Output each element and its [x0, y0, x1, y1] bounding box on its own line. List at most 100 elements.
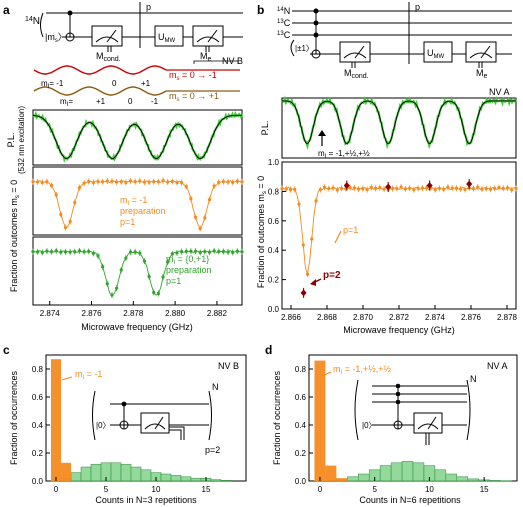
ms-brown-label: ms = 0 → +1 [169, 91, 219, 103]
a-xtick-label: 2.880 [165, 309, 186, 318]
c-ytick-label: 0.2 [32, 449, 44, 458]
b-p2-point [300, 289, 307, 297]
d-ytick-label: 0.4 [295, 421, 307, 430]
panel-label-d: d [265, 343, 272, 357]
c-green-bar [170, 475, 182, 482]
c-green-bar [140, 469, 152, 482]
d-ylabel: Fraction of occurrences [272, 370, 282, 465]
a-or-point [45, 180, 49, 184]
b-p1-label: p=1 [343, 225, 358, 235]
a-gr-point [156, 291, 160, 296]
circuit-b-mcond: Mcond. [344, 68, 369, 80]
b-fr-point [488, 187, 493, 191]
b-xtick-label: 2.868 [317, 313, 338, 322]
plot-d-axes: 0 5 10 15 0.0 0.2 0.4 0.6 0.8 [295, 365, 489, 494]
plot-a-green-frame [32, 236, 243, 306]
d-green-bar [467, 478, 479, 482]
a-gr-point [152, 290, 156, 295]
a-gr-point [166, 260, 170, 264]
level-bottom-plus1: +1 [96, 97, 106, 106]
d-green-bar [379, 465, 392, 482]
b-fr-point [318, 188, 322, 192]
c-orange-bar [51, 359, 61, 481]
b-fr-point [501, 186, 505, 191]
a-frac-ylabel: Fraction of outcomes ms = 0 [9, 180, 21, 292]
svg-text:|0〉: |0〉 [362, 421, 377, 430]
a-or-point [73, 200, 77, 205]
panel-label-c: c [3, 343, 10, 357]
a-gr-point [221, 249, 226, 254]
b-fr-point [314, 199, 318, 203]
svg-text:p=1: p=1 [120, 217, 135, 227]
a-or-point [68, 219, 72, 224]
b-fr-point [327, 186, 331, 191]
b-fr-point [331, 186, 335, 190]
a-or-point [40, 180, 44, 185]
svg-text:preparation: preparation [166, 265, 212, 275]
a-xtick-label: 2.878 [123, 309, 144, 318]
umw-label-a: UMW [158, 32, 175, 44]
a-pl-ylabel2: (532 nm excitation) [17, 106, 26, 174]
c-orange-label: mI = -1 [75, 369, 102, 381]
b-fr-point [348, 185, 352, 190]
b-xtick-label: 2.872 [389, 313, 410, 322]
a-gr-point [175, 251, 179, 255]
a-gr-point [180, 250, 184, 254]
b-p2-point [343, 182, 350, 190]
a-or-point [170, 179, 174, 184]
a-or-point [87, 179, 91, 184]
b-xtick-label: 2.876 [461, 313, 482, 322]
a-gr-point [110, 293, 114, 297]
b-xlabel: Microwave frequency (GHz) [343, 325, 455, 335]
a-or-point [115, 180, 119, 184]
plot-b-frac-frame [281, 161, 517, 310]
c-green-bar [90, 463, 102, 482]
level-top-ml: mI= -1 [41, 79, 64, 90]
d-green-bar [412, 462, 425, 482]
b-fr-point [480, 187, 484, 191]
a-or-point [49, 183, 54, 188]
a-or-point [101, 180, 105, 184]
a-gr-point [128, 250, 133, 254]
c-xtick-label: 0 [54, 485, 59, 494]
plot-a-xticks: 2.874 2.876 2.878 2.880 2.882 [40, 301, 227, 318]
b-fr-point [352, 186, 356, 190]
b-fr-point [497, 185, 501, 190]
b-fr-point [322, 185, 327, 189]
c-ylabel: Fraction of occurrences [9, 370, 19, 465]
a-gr-point [91, 251, 95, 255]
b-pl-annotation: mI = -1,+½,+½ [318, 130, 370, 160]
a-or-point [193, 215, 198, 219]
red-level-wave [33, 65, 167, 75]
level-top-0: 0 [112, 79, 117, 88]
a-or-point [231, 180, 235, 184]
circuit-b: 14N 13C 13C |±1〉 Mcond. p UMW Me [277, 2, 512, 80]
svg-text:mI = -1,+½,+½: mI = -1,+½,+½ [318, 149, 370, 160]
a-or-point [175, 181, 179, 185]
a-gr-point [68, 250, 72, 254]
a-xtick-label: 2.876 [82, 309, 103, 318]
circuit-b-c13a: 13C [277, 18, 291, 28]
a-or-point [91, 181, 95, 185]
a-gr-point [82, 250, 86, 254]
circuit-a-n14-label: 14N [25, 16, 40, 27]
svg-text:preparation: preparation [120, 206, 166, 216]
b-fr-point [437, 186, 442, 191]
a-or-point [156, 180, 160, 184]
b-fr-point [412, 188, 416, 192]
b-ytick-label: 0.2 [268, 276, 280, 285]
a-gr-point [119, 268, 123, 272]
b-p2-label: p=2 [323, 270, 341, 281]
d-xlabel: Counts in N=6 repetitions [359, 495, 461, 505]
a-green-annotation: mI = {0,+1} preparation p=1 [166, 254, 212, 286]
a-gr-point [147, 275, 151, 279]
circuit-a-p: p [146, 2, 151, 12]
panel-label-a: a [3, 3, 10, 17]
a-gr-point [138, 251, 142, 255]
d-green-bar [401, 461, 414, 482]
plot-b-pl [281, 95, 518, 151]
a-or-point [82, 181, 86, 185]
c-xtick-label: 15 [202, 485, 211, 494]
panel-label-b: b [257, 3, 264, 17]
c-xtick-label: 5 [104, 485, 109, 494]
